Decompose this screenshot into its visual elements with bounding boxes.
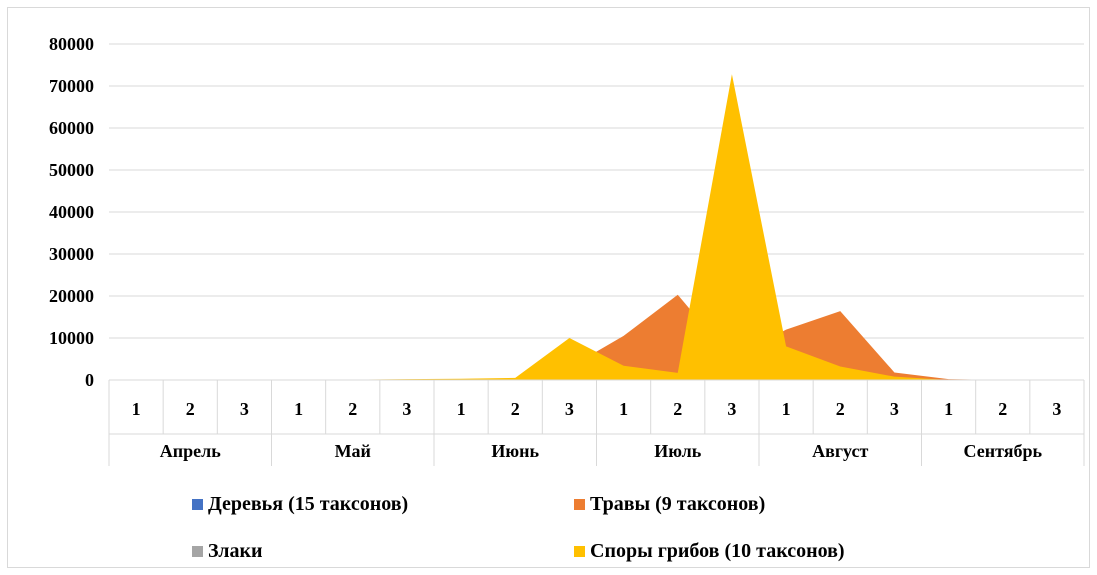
month-group-label: Май: [335, 441, 371, 461]
y-tick-label: 30000: [49, 244, 94, 264]
series-area-3: [136, 74, 1057, 381]
y-tick-label: 50000: [49, 160, 94, 180]
y-tick-label: 40000: [49, 202, 94, 222]
x-tick-label: 2: [836, 399, 845, 419]
x-tick-label: 2: [673, 399, 682, 419]
area-chart: 0 10000 20000 30000 40000 50000 60000 70000 8000…: [49, 34, 1085, 466]
x-tick-label: 1: [457, 399, 466, 419]
legend-swatch-trees: [192, 499, 203, 510]
x-tick-label: 3: [402, 399, 411, 419]
x-tick-label: 1: [619, 399, 628, 419]
x-tick-label: 1: [782, 399, 791, 419]
y-tick-label: 70000: [49, 76, 94, 96]
y-tick-label: 0: [85, 370, 94, 390]
x-tick-label: 2: [348, 399, 357, 419]
y-tick-label: 20000: [49, 286, 94, 306]
x-tick-label: 3: [240, 399, 249, 419]
month-group-label: Сентябрь: [964, 441, 1043, 461]
legend-label-herbs: Травы (9 таксонов): [590, 493, 766, 515]
month-group-label: Август: [812, 441, 868, 461]
chart-frame: 0 10000 20000 30000 40000 50000 60000 70000 8000…: [7, 7, 1090, 568]
x-tick-label: 1: [944, 399, 953, 419]
x-tick-label: 3: [727, 399, 736, 419]
legend-label-fungal-spores: Споры грибов (10 таксонов): [590, 540, 845, 562]
legend-item-herbs[interactable]: Травы (9 таксонов): [574, 493, 765, 516]
month-group-label: Июнь: [491, 441, 539, 461]
x-tick-label: 2: [186, 399, 195, 419]
x-tick-label: 3: [1052, 399, 1061, 419]
legend-swatch-grasses: [192, 546, 203, 557]
series-area-1: [136, 294, 1057, 380]
x-tick-label: 1: [294, 399, 303, 419]
legend-label-trees: Деревья (15 таксонов): [208, 493, 409, 515]
x-tick-label: 1: [132, 399, 141, 419]
axes: [108, 379, 1085, 466]
tick-labels: 0 10000 20000 30000 40000 50000 60000 70000 8000…: [49, 34, 1061, 461]
legend-swatch-herbs: [574, 499, 585, 510]
legend-item-trees[interactable]: Деревья (15 таксонов): [192, 493, 408, 516]
legend-item-fungal-spores[interactable]: Споры грибов (10 таксонов): [574, 540, 845, 563]
series-areas: [136, 74, 1057, 381]
legend-item-grasses[interactable]: Злаки: [192, 540, 263, 563]
month-group-label: Апрель: [160, 441, 221, 461]
x-tick-label: 3: [890, 399, 899, 419]
gridlines: [109, 43, 1084, 339]
legend-swatch-fungal-spores: [574, 546, 585, 557]
y-tick-label: 10000: [49, 328, 94, 348]
x-tick-label: 2: [998, 399, 1007, 419]
legend-label-grasses: Злаки: [208, 540, 263, 562]
month-group-label: Июль: [654, 441, 701, 461]
x-tick-label: 3: [565, 399, 574, 419]
y-tick-label: 80000: [49, 34, 94, 54]
x-tick-label: 2: [511, 399, 520, 419]
y-tick-label: 60000: [49, 118, 94, 138]
